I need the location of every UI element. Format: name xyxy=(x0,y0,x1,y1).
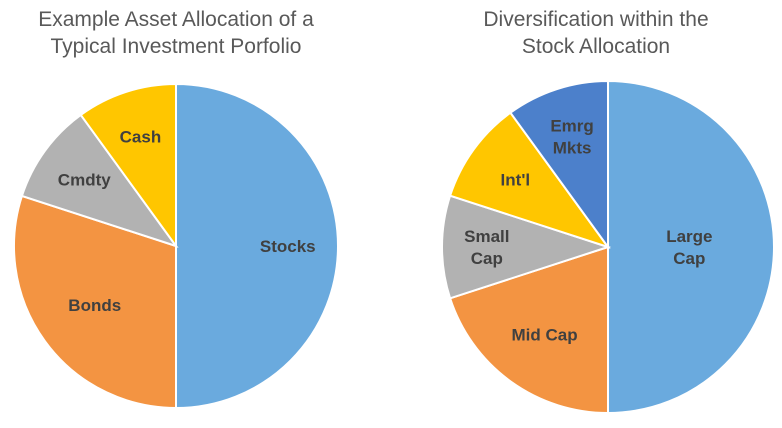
right-pie-label-line: Cap xyxy=(471,249,503,268)
right-chart-title: Diversification within the Stock Allocat… xyxy=(410,6,782,60)
left-pie-slice-stocks xyxy=(175,82,339,410)
right-pie-label-line: Mid Cap xyxy=(512,325,578,344)
left-pie-slice-cmdty xyxy=(20,113,179,248)
left-pie-label-line: Bonds xyxy=(68,296,121,315)
right-pie-label-line: Small xyxy=(464,227,509,246)
right-pie-slice-small-cap xyxy=(441,194,612,300)
right-pie-label-emrg-mkts: Emrg Mkts xyxy=(550,116,593,157)
left-pie-label-cash: Cash xyxy=(120,128,162,147)
right-pie-label-large-cap: Large Cap xyxy=(666,227,712,268)
left-chart-title-line-1: Example Asset Allocation of a xyxy=(38,8,314,31)
left-pie-label-cmdty: Cmdty xyxy=(58,170,111,189)
asset-allocation-pie: Stocks Bonds Cmdty Cash xyxy=(13,82,339,410)
right-chart-title-line-2: Stock Allocation xyxy=(521,35,671,58)
right-pie-label-line: Emrg xyxy=(550,116,593,135)
right-pie-label-line: Int'l xyxy=(501,171,531,190)
left-pie-slice-bonds xyxy=(13,194,177,410)
right-pie-label-small-cap: Small Cap xyxy=(464,227,509,268)
right-pie-slice-int-l xyxy=(448,111,611,249)
right-pie-label-line: Cap xyxy=(673,249,705,268)
left-pie-label-stocks: Stocks xyxy=(260,237,316,256)
right-pie-slice-large-cap xyxy=(607,79,775,415)
right-pie-label-int-l: Int'l xyxy=(501,171,531,190)
right-chart-title-line-1: Diversification within the xyxy=(483,8,709,31)
left-chart-title-line-2: Typical Investment Porfolio xyxy=(50,35,302,58)
left-chart-title: Example Asset Allocation of a Typical In… xyxy=(0,6,352,60)
left-pie-label-line: Stocks xyxy=(260,237,316,256)
right-pie-label-line: Large xyxy=(666,227,712,246)
right-pie-label-mid-cap: Mid Cap xyxy=(512,325,578,344)
left-pie-label-bonds: Bonds xyxy=(68,296,121,315)
left-pie-label-line: Cash xyxy=(120,128,162,147)
right-pie-label-line: Mkts xyxy=(553,138,592,157)
stock-diversification-pie: Large Cap Mid Cap Small Cap Int'l Emrg Mkts xyxy=(441,79,775,415)
left-pie-label-line: Cmdty xyxy=(58,170,111,189)
right-pie-slice-emrg-mkts xyxy=(509,79,609,251)
left-pie-slice-cash xyxy=(79,82,177,250)
right-pie-slice-mid-cap xyxy=(448,245,609,415)
